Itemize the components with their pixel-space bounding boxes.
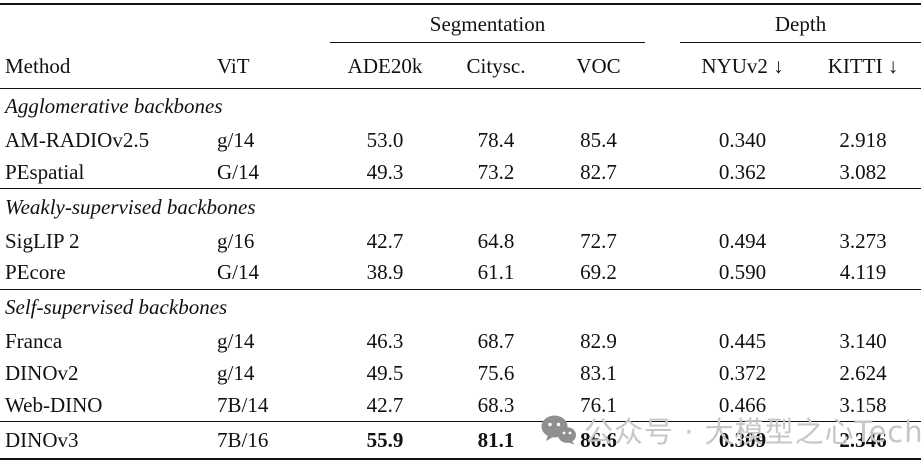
- metric-cell-nyuv2: 0.590: [718, 260, 767, 285]
- group-header-depth: Depth: [680, 4, 921, 43]
- group-header-segmentation: Segmentation: [330, 4, 646, 43]
- vit-cell: g/14: [217, 329, 255, 353]
- gap-cell: [645, 390, 680, 422]
- metric-cell-ade20k: 49.3: [366, 159, 404, 184]
- metric-cell-voc: 72.7: [580, 228, 617, 253]
- gap-cell: [645, 42, 681, 89]
- spanner-empty-cell: [0, 4, 330, 42]
- section-label: Self-supervised backbones: [0, 288, 921, 326]
- method-cell: Web-DINO: [5, 392, 103, 417]
- metric-cell-kitti: 4.119: [839, 260, 887, 285]
- metric-cell-voc: 86.6: [552, 421, 646, 459]
- method-cell: DINOv3: [0, 421, 212, 459]
- metric-cell-citysc: 75.6: [477, 361, 515, 385]
- col-header-ade20k: ADE20k: [330, 42, 440, 89]
- metric-cell-nyuv2: 0.466: [718, 392, 767, 417]
- method-cell: PEcore: [5, 260, 66, 285]
- table-row: SigLIP 2 g/16 42.7 64.8 72.7 0.494 3.273: [0, 225, 921, 257]
- metric-cell-citysc: 61.1: [477, 260, 515, 285]
- vit-cell: G/14: [217, 159, 259, 184]
- metric-cell-ade20k: 53.0: [366, 128, 404, 152]
- gap-cell: [645, 421, 681, 459]
- metric-cell-kitti: 3.082: [839, 159, 887, 184]
- metric-cell-citysc: 68.7: [477, 329, 515, 353]
- metric-cell-citysc: 81.1: [440, 421, 552, 459]
- col-header-method: Method: [0, 42, 212, 89]
- section-label: Agglomerative backbones: [0, 87, 921, 125]
- table-row: Franca g/14 46.3 68.7 82.9 0.445 3.140: [0, 326, 921, 358]
- vit-cell: g/16: [217, 228, 255, 253]
- metric-cell-citysc: 78.4: [477, 128, 515, 152]
- metric-cell-kitti: 3.140: [839, 329, 887, 353]
- method-cell: AM-RADIOv2.5: [5, 128, 150, 152]
- metric-cell-nyuv2: 0.309: [680, 421, 806, 459]
- metric-cell-ade20k: 46.3: [366, 329, 404, 353]
- metric-cell-nyuv2: 0.362: [718, 159, 767, 184]
- metric-cell-voc: 76.1: [580, 392, 617, 417]
- benchmark-table: Segmentation Depth Method ViT ADE20k Cit…: [0, 3, 921, 460]
- metric-cell-ade20k: 49.5: [366, 361, 404, 385]
- metric-cell-voc: 85.4: [580, 128, 617, 152]
- gap-cell: [645, 125, 680, 157]
- col-header-citysc: Citysc.: [440, 42, 552, 89]
- metric-cell-voc: 82.9: [580, 329, 617, 353]
- table-row: PEcore G/14 38.9 61.1 69.2 0.590 4.119: [0, 257, 921, 289]
- gap-cell: [645, 225, 680, 257]
- metric-cell-voc: 82.7: [580, 159, 617, 184]
- col-header-voc: VOC: [552, 42, 646, 89]
- metric-cell-kitti: 3.158: [839, 392, 887, 417]
- gap-cell: [645, 157, 680, 189]
- metric-cell-ade20k: 42.7: [366, 392, 404, 417]
- method-cell: SigLIP 2: [5, 228, 80, 253]
- vit-cell: G/14: [217, 260, 259, 285]
- section-label-row: Weakly-supervised backbones: [0, 188, 921, 225]
- vit-cell: 7B/16: [212, 421, 330, 459]
- section-label-row: Self-supervised backbones: [0, 288, 921, 326]
- metric-cell-citysc: 64.8: [477, 228, 515, 253]
- metric-cell-kitti: 2.918: [839, 128, 887, 152]
- column-header-row: Method ViT ADE20k Citysc. VOC NYUv2 ↓ KI…: [0, 42, 921, 89]
- col-header-vit: ViT: [212, 42, 330, 89]
- table-row: DINOv2 g/14 49.5 75.6 83.1 0.372 2.624: [0, 358, 921, 390]
- gap-cell: [645, 257, 680, 289]
- metric-cell-kitti: 2.346: [805, 421, 921, 459]
- table-row: AM-RADIOv2.5 g/14 53.0 78.4 85.4 0.340 2…: [0, 125, 921, 157]
- section-label: Weakly-supervised backbones: [0, 188, 921, 225]
- metric-cell-ade20k: 42.7: [366, 228, 404, 253]
- method-cell: DINOv2: [5, 361, 79, 385]
- metric-cell-ade20k: 55.9: [330, 421, 440, 459]
- column-group-row: Segmentation Depth: [0, 4, 921, 43]
- metric-cell-nyuv2: 0.445: [718, 329, 767, 353]
- method-cell: PEspatial: [5, 159, 85, 184]
- metric-cell-voc: 69.2: [580, 260, 617, 285]
- metric-cell-voc: 83.1: [580, 361, 617, 385]
- highlight-row: DINOv3 7B/16 55.9 81.1 86.6 0.309 2.346: [0, 421, 921, 459]
- gap-cell: [645, 326, 680, 358]
- table-row: PEspatial G/14 49.3 73.2 82.7 0.362 3.08…: [0, 157, 921, 189]
- gap-cell: [645, 4, 680, 42]
- gap-cell: [645, 358, 680, 390]
- col-header-nyuv2: NYUv2 ↓: [680, 42, 806, 89]
- metric-cell-ade20k: 38.9: [366, 260, 404, 285]
- metric-cell-nyuv2: 0.372: [718, 361, 767, 385]
- vit-cell: g/14: [217, 361, 255, 385]
- col-header-kitti: KITTI ↓: [805, 42, 921, 89]
- table-row: Web-DINO 7B/14 42.7 68.3 76.1 0.466 3.15…: [0, 390, 921, 422]
- metric-cell-citysc: 68.3: [477, 392, 515, 417]
- section-label-row: Agglomerative backbones: [0, 87, 921, 125]
- vit-cell: 7B/14: [217, 392, 269, 417]
- metric-cell-kitti: 3.273: [839, 228, 887, 253]
- metric-cell-nyuv2: 0.340: [718, 128, 767, 152]
- method-cell: Franca: [5, 329, 63, 353]
- vit-cell: g/14: [217, 128, 255, 152]
- metric-cell-kitti: 2.624: [839, 361, 887, 385]
- metric-cell-citysc: 73.2: [477, 159, 515, 184]
- metric-cell-nyuv2: 0.494: [718, 228, 767, 253]
